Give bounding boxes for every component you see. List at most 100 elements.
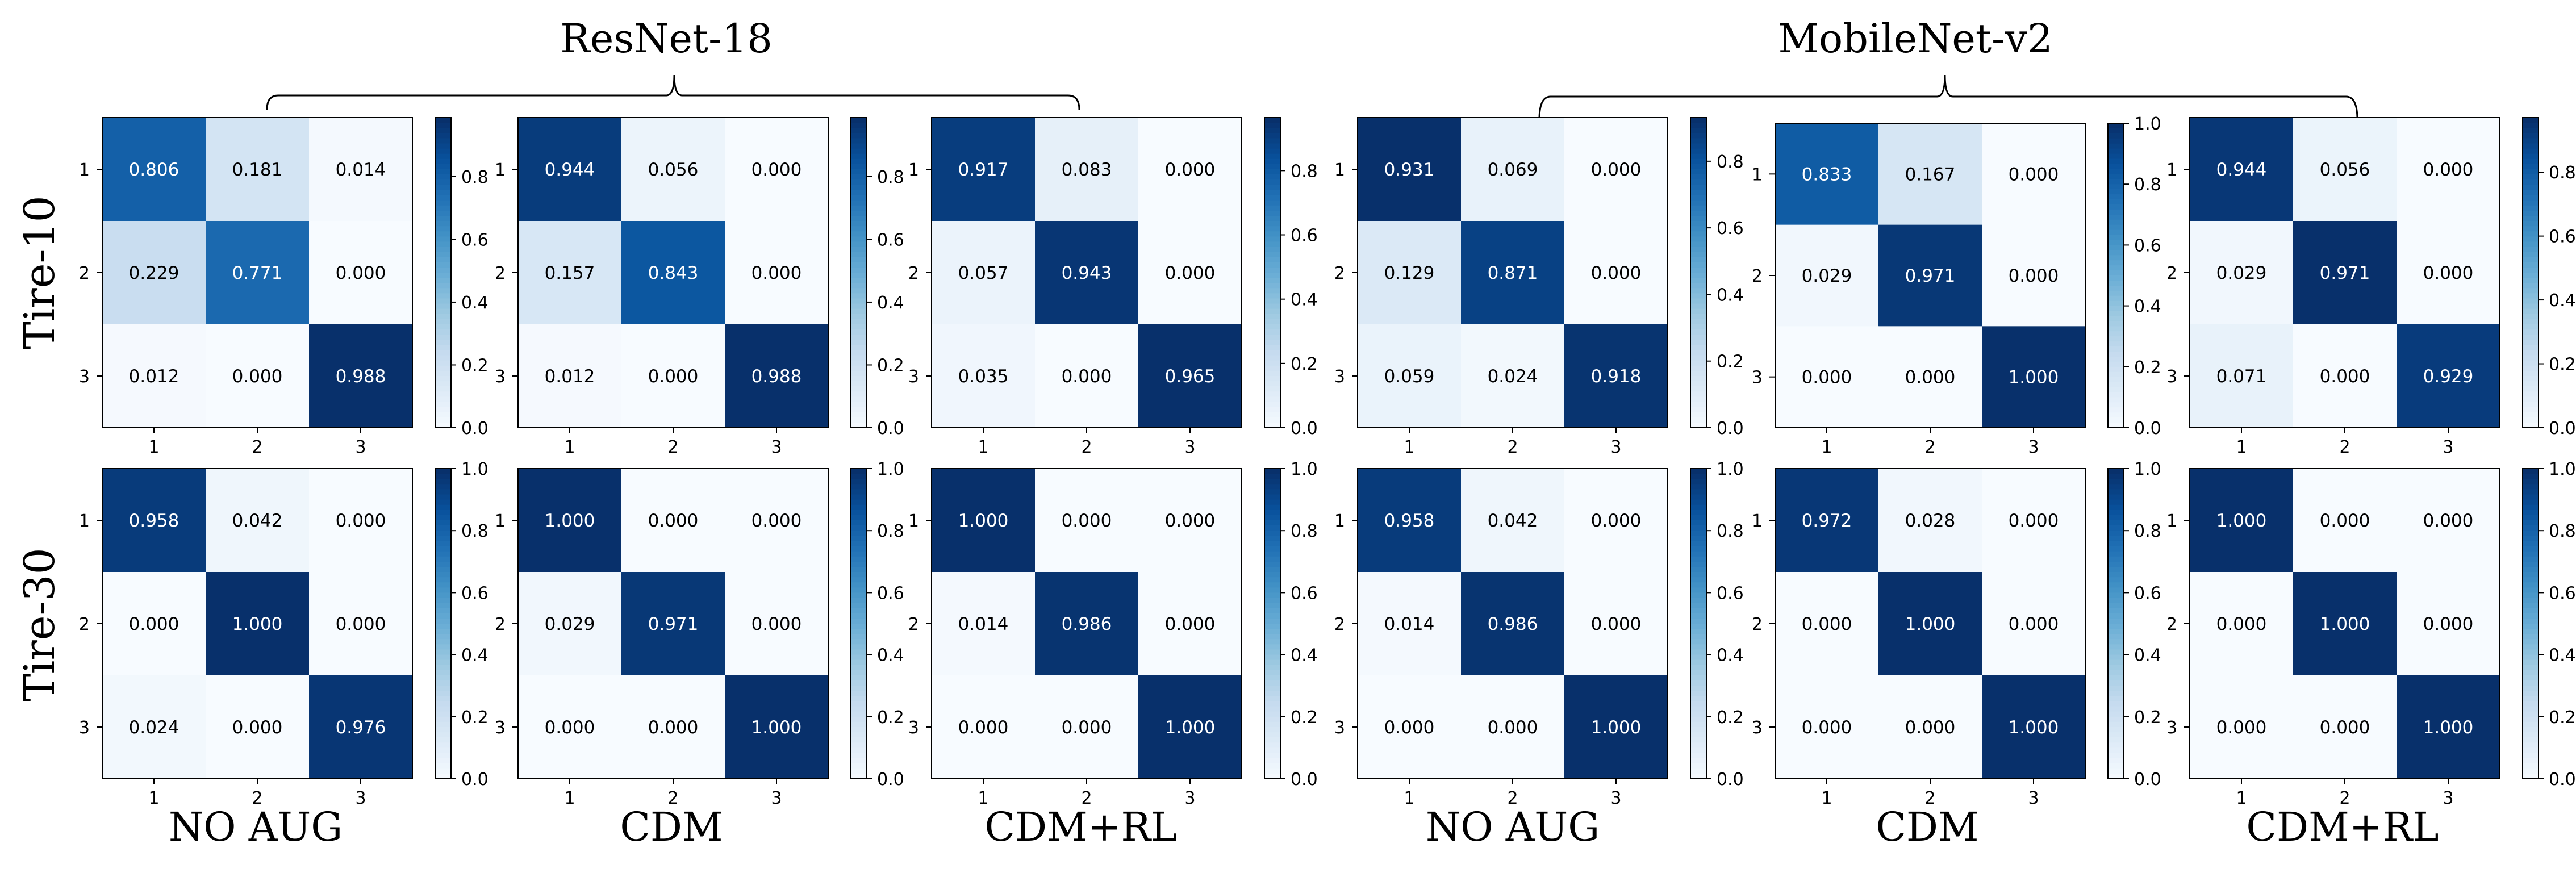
colorbar-segment <box>851 247 867 253</box>
colorbar-segment <box>2108 209 2124 215</box>
colorbar-tick-label: 0.0 <box>461 419 489 438</box>
heatmap-cell <box>518 675 622 779</box>
y-tick-label: 2 <box>1752 266 1763 286</box>
heatmap-cell <box>2293 675 2397 779</box>
colorbar-segment <box>1264 675 1280 681</box>
column-label-resnet-cdm: CDM <box>620 804 723 850</box>
x-tick-label: 3 <box>2028 437 2039 457</box>
y-tick-label: 2 <box>2166 615 2177 634</box>
colorbar-segment <box>435 247 451 253</box>
colorbar-segment <box>435 138 451 144</box>
cell-value-label: 0.843 <box>648 263 699 283</box>
heatmap-cell <box>1035 572 1139 676</box>
colorbar-segment <box>2523 319 2539 325</box>
colorbar-segment <box>2108 680 2124 686</box>
colorbar-segment <box>1264 732 1280 738</box>
cell-value-label: 0.000 <box>232 366 283 387</box>
colorbar-segment <box>851 283 867 289</box>
colorbar-segment <box>435 335 451 341</box>
colorbar-tick-label: 0.8 <box>1717 152 1744 172</box>
colorbar-segment <box>1264 551 1280 557</box>
x-tick-label: 2 <box>1507 437 1518 457</box>
colorbar-segment <box>2108 536 2124 542</box>
colorbar-frame <box>2107 123 2124 428</box>
colorbar-segment <box>851 396 867 403</box>
colorbar-segment <box>1690 148 1706 154</box>
colorbar-segment <box>2108 229 2124 236</box>
cell-value-label: 0.000 <box>2320 511 2370 531</box>
colorbar-segment <box>1690 262 1706 268</box>
colorbar-segment <box>2108 753 2124 759</box>
colorbar-segment <box>2523 381 2539 387</box>
colorbar-segment <box>435 417 451 423</box>
colorbar-segment <box>2108 336 2124 342</box>
colorbar-segment <box>2108 158 2124 165</box>
colorbar-segment <box>435 680 451 686</box>
colorbar-segment <box>851 293 867 299</box>
colorbar-segment <box>1264 659 1280 666</box>
heatmap-cell <box>1878 469 1982 573</box>
colorbar-segment <box>851 257 867 263</box>
colorbar-segment <box>1690 417 1706 423</box>
column-label-resnet-cdmrl: CDM+RL <box>984 804 1177 850</box>
cell-value-label: 0.042 <box>1488 511 1538 531</box>
heatmap-cell <box>1461 469 1565 573</box>
colorbar-segment <box>2108 515 2124 521</box>
colorbar-segment <box>2523 546 2539 552</box>
colorbar-segment <box>1690 520 1706 526</box>
colorbar-segment <box>851 551 867 557</box>
heatmap-cell <box>1982 224 2086 327</box>
colorbar-segment <box>1690 608 1706 614</box>
y-tick-label: 1 <box>1752 165 1763 185</box>
cell-value-label: 1.000 <box>751 717 802 738</box>
cell-value-label: 0.056 <box>648 160 699 180</box>
cell-value-label: 0.000 <box>2009 614 2059 634</box>
cell-value-label: 0.014 <box>958 614 1009 634</box>
cell-value-label: 0.000 <box>232 717 283 738</box>
colorbar-tick-label: 0.8 <box>1291 161 1318 181</box>
colorbar-frame <box>2107 468 2124 779</box>
colorbar-segment <box>2108 489 2124 495</box>
colorbar-segment <box>2523 324 2539 330</box>
colorbar-segment <box>2108 587 2124 594</box>
colorbar-segment <box>435 706 451 712</box>
colorbar-segment <box>1264 252 1280 258</box>
colorbar-segment <box>2523 402 2539 408</box>
colorbar-segment <box>851 510 867 516</box>
y-tick-label: 2 <box>2166 264 2177 283</box>
heatmap-cell <box>309 572 413 676</box>
colorbar-segment <box>1264 303 1280 310</box>
colorbar-segment <box>2108 701 2124 707</box>
heatmap-cell <box>2190 221 2294 325</box>
heatmap-cell <box>2190 469 2294 573</box>
cell-value-label: 0.988 <box>751 366 802 387</box>
colorbar-segment <box>2108 270 2124 276</box>
colorbar-tick-label: 1.0 <box>461 460 489 479</box>
colorbar-segment <box>435 123 451 128</box>
colorbar-segment <box>1264 613 1280 619</box>
colorbar-segment <box>851 561 867 567</box>
colorbar-tick-label: 0.4 <box>1291 646 1318 666</box>
colorbar-segment <box>435 205 451 211</box>
colorbar-segment <box>2108 382 2124 388</box>
colorbar-segment <box>2108 240 2124 246</box>
colorbar-segment <box>1264 721 1280 728</box>
colorbar-segment <box>851 236 867 243</box>
colorbar-segment <box>1264 118 1280 123</box>
colorbar-segment <box>2523 185 2539 191</box>
colorbar-segment <box>2108 402 2124 408</box>
heatmap-cell <box>309 675 413 779</box>
x-tick-label: 1 <box>978 788 988 808</box>
colorbar-segment <box>1690 696 1706 702</box>
colorbar-tick-label: 0.2 <box>1717 708 1744 728</box>
colorbar-segment <box>1264 654 1280 661</box>
colorbar-segment <box>435 355 451 361</box>
colorbar-segment <box>1264 469 1280 474</box>
colorbar-segment <box>2523 587 2539 594</box>
colorbar-segment <box>1690 504 1706 511</box>
colorbar-segment <box>2108 541 2124 547</box>
heatmap-cell <box>206 469 310 573</box>
colorbar-segment <box>2108 670 2124 676</box>
colorbar-segment <box>2108 675 2124 681</box>
colorbar-segment <box>1690 185 1706 191</box>
